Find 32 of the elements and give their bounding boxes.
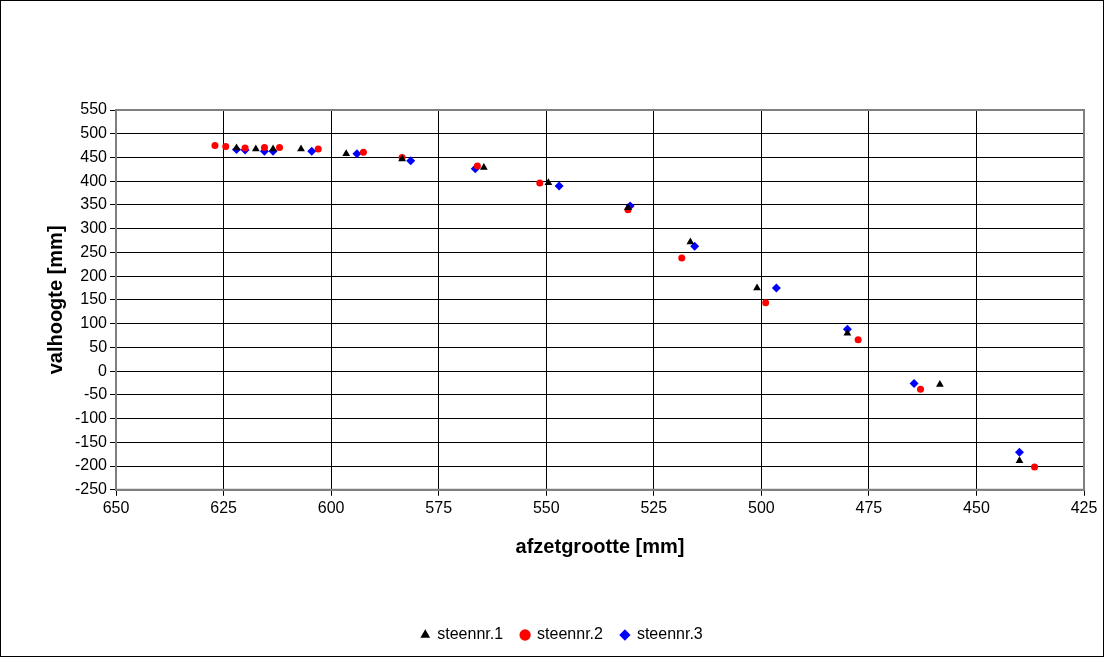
x-tick-label: 475 — [855, 498, 883, 516]
x-tick-label: 600 — [317, 498, 345, 516]
legend-label: steennr.3 — [636, 625, 703, 643]
x-tick-label: 625 — [210, 498, 238, 516]
y-tick-label: 150 — [80, 290, 108, 308]
x-tick-label: 450 — [963, 498, 990, 516]
y-tick-label: 400 — [80, 171, 108, 189]
y-tick-label: -200 — [74, 456, 108, 474]
x-tick-label: 650 — [102, 498, 130, 516]
y-tick-label: -150 — [74, 432, 108, 450]
y-axis-title: valhoogte [mm] — [43, 225, 66, 375]
y-tick-label: -50 — [83, 385, 108, 403]
x-tick-label: 575 — [425, 498, 453, 516]
y-tick-label: -250 — [74, 480, 108, 498]
y-tick-label: 0 — [98, 361, 108, 379]
y-tick-label: 450 — [80, 147, 108, 165]
x-axis-title: afzetgrootte [mm] — [515, 534, 685, 557]
y-tick-label: 550 — [80, 100, 108, 118]
y-tick-label: 200 — [80, 266, 108, 284]
x-tick-label: 525 — [640, 498, 668, 516]
y-tick-label: 100 — [80, 314, 108, 332]
y-tick-label: -100 — [74, 408, 108, 426]
y-tick-label: 300 — [80, 219, 108, 237]
legend-label: steennr.1 — [437, 625, 504, 643]
y-tick-label: 250 — [80, 242, 108, 260]
x-tick-label: 425 — [1070, 498, 1098, 516]
y-tick-label: 350 — [80, 195, 108, 213]
legend-label: steennr.2 — [537, 625, 604, 643]
y-tick-label: 500 — [80, 124, 108, 142]
x-tick-label: 500 — [747, 498, 775, 516]
y-tick-label: 50 — [89, 337, 108, 355]
x-tick-label: 550 — [532, 498, 560, 516]
